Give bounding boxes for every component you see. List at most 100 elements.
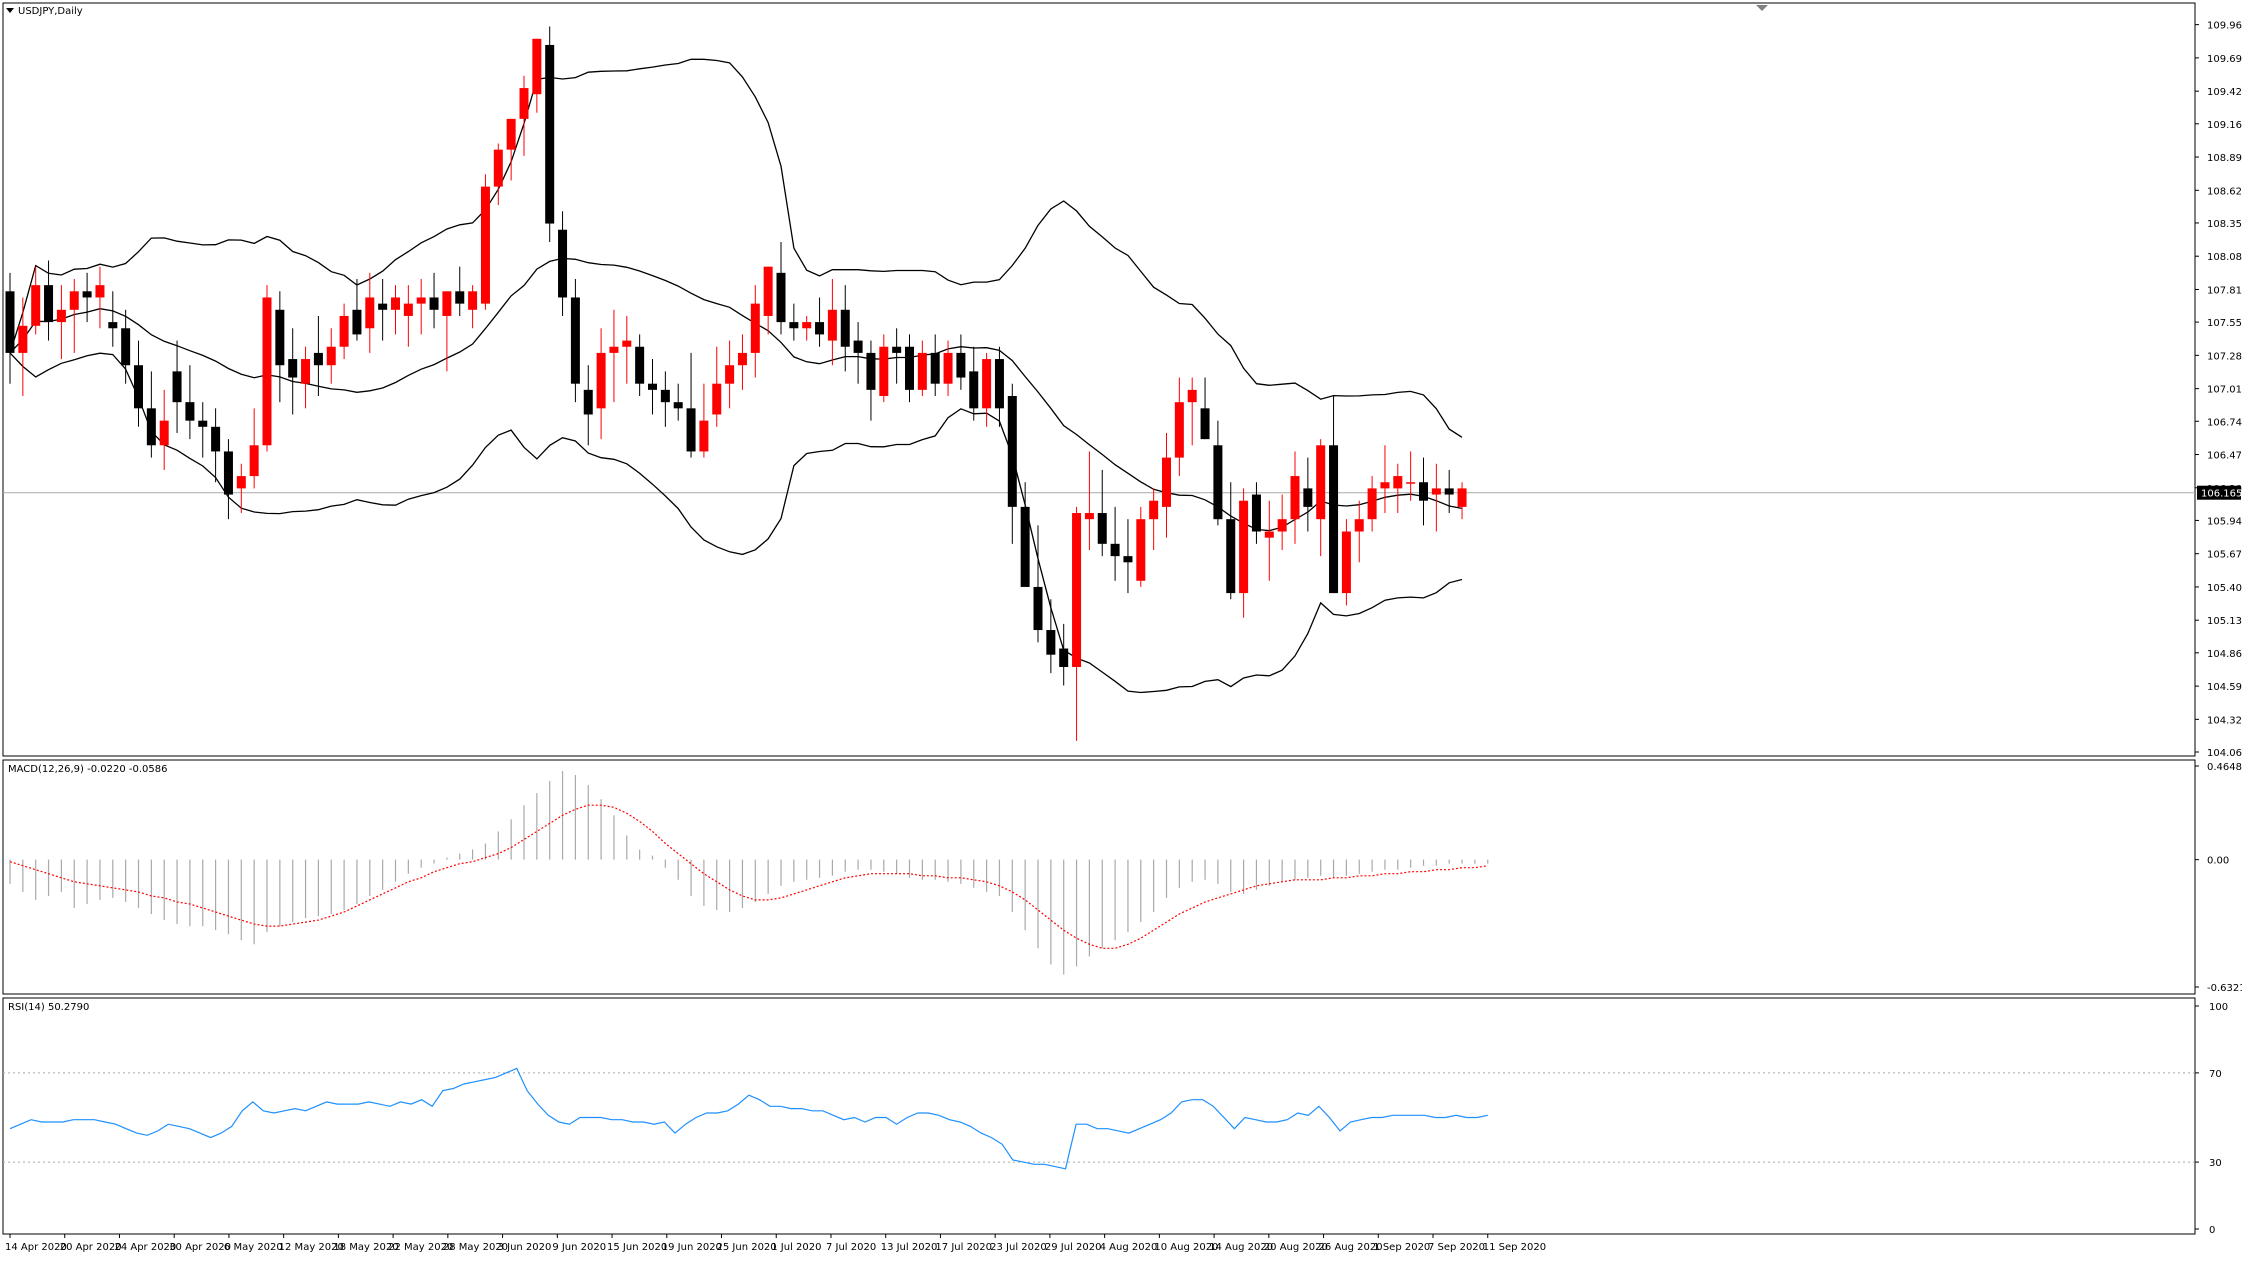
candle-body [635, 346, 645, 384]
candle-body [1174, 402, 1184, 458]
price-axis-label: 109.965 [2207, 21, 2242, 32]
candle-body [1303, 488, 1313, 507]
candle-body [18, 325, 28, 353]
candle-body [737, 352, 747, 366]
candle-body [1329, 445, 1339, 594]
bollinger-upper-band [9, 58, 1463, 438]
price-axis-label: 104.595 [2207, 682, 2242, 693]
date-axis-label: 13 Jul 2020 [881, 1242, 938, 1253]
date-axis-label: 20 Apr 2020 [60, 1242, 122, 1253]
candle-body [429, 297, 439, 310]
candle-body [648, 383, 657, 390]
date-axis-label: 9 Jun 2020 [552, 1242, 606, 1253]
candle-body [866, 352, 876, 390]
candle-body [905, 346, 914, 390]
candle-body [403, 303, 413, 316]
date-axis-label: 12 May 2020 [279, 1242, 344, 1253]
candle-body [31, 285, 41, 326]
candle-body [313, 352, 323, 366]
date-axis-label: 7 Sep 2020 [1428, 1242, 1485, 1253]
candle-body [686, 408, 696, 452]
candle-body [223, 451, 233, 495]
candle-body [198, 420, 208, 427]
date-axis-label: 18 May 2020 [333, 1242, 398, 1253]
date-axis-label: 20 Aug 2020 [1264, 1242, 1328, 1253]
macd-panel-frame [2, 759, 2196, 995]
candle-body [1097, 513, 1107, 544]
rsi-panel-frame [2, 997, 2196, 1235]
candle-body [1007, 396, 1017, 507]
candle-body [815, 322, 825, 335]
candle-body [1187, 389, 1197, 403]
rsi-axis-label: 30 [2209, 1158, 2222, 1169]
collapse-arrow-icon[interactable] [6, 8, 14, 13]
candle-body [660, 389, 670, 403]
candle-body [1149, 500, 1159, 520]
candle-body [1419, 482, 1428, 501]
price-axis-label: 106.475 [2207, 451, 2242, 462]
candle-body [558, 229, 568, 298]
candle-body [1123, 556, 1133, 563]
date-axis-label: 29 Jul 2020 [1045, 1242, 1102, 1253]
date-axis-label: 28 May 2020 [443, 1242, 508, 1253]
date-axis-label: 1 Jul 2020 [771, 1242, 821, 1253]
candle-body [725, 365, 735, 384]
candle-body [519, 88, 529, 119]
candle-body [994, 359, 1004, 409]
date-axis-label: 19 Jun 2020 [662, 1242, 722, 1253]
candle-body [1110, 543, 1120, 557]
price-axis-label: 104.865 [2207, 649, 2242, 660]
candle-body [1136, 519, 1146, 581]
candle-body [121, 328, 131, 366]
price-axis-label: 105.940 [2207, 516, 2242, 527]
rsi-axis-label: 100 [2209, 1002, 2228, 1013]
macd-axis-label: 0.00 [2207, 856, 2229, 867]
candle-body [532, 38, 542, 95]
candle-body [288, 359, 298, 378]
candle-body [1431, 488, 1441, 495]
candle-body [1162, 457, 1171, 507]
price-axis-label: 108.890 [2207, 153, 2242, 164]
rsi-axis-label: 0 [2209, 1225, 2215, 1236]
price-axis-label: 106.745 [2207, 417, 2242, 428]
candle-body [1277, 519, 1287, 532]
candle-body [249, 445, 259, 477]
candle-body [134, 365, 143, 409]
candle-body [1200, 408, 1210, 440]
rsi-axis-label: 70 [2209, 1069, 2222, 1080]
current-price-badge [2197, 485, 2241, 500]
candle-body [1020, 506, 1030, 587]
candle-body [236, 476, 246, 489]
price-axis-label: 105.130 [2207, 616, 2242, 627]
candle-body [892, 346, 902, 353]
date-axis-label: 22 May 2020 [388, 1242, 453, 1253]
candle-body [1457, 488, 1467, 507]
date-axis-label: 4 Aug 2020 [1100, 1242, 1158, 1253]
date-axis-label: 10 Aug 2020 [1154, 1242, 1218, 1253]
rsi-line [9, 1067, 1488, 1170]
candle-body [699, 420, 709, 452]
candle-body [712, 383, 722, 415]
candle-body [108, 322, 118, 329]
candle-body [622, 340, 632, 347]
candle-body [1393, 476, 1403, 489]
price-axis-label: 105.670 [2207, 550, 2242, 561]
price-axis-label: 108.355 [2207, 219, 2242, 230]
chart-shift-marker-icon[interactable] [1756, 5, 1768, 11]
date-axis-label: 24 Apr 2020 [114, 1242, 176, 1253]
candle-body [480, 186, 490, 304]
candle-body [301, 359, 311, 384]
price-axis-label: 109.160 [2207, 120, 2242, 131]
candle-body [172, 371, 182, 403]
date-axis-label: 11 Sep 2020 [1483, 1242, 1546, 1253]
price-axis-label: 107.815 [2207, 285, 2242, 296]
candle-body [185, 402, 195, 421]
candle-body [1316, 445, 1326, 520]
date-axis-label: 6 May 2020 [224, 1242, 283, 1253]
candle-body [1354, 519, 1364, 532]
candle-body [339, 315, 349, 347]
candle-body [159, 420, 169, 446]
candle-body [1406, 482, 1416, 484]
macd-signal-line [9, 804, 1488, 949]
